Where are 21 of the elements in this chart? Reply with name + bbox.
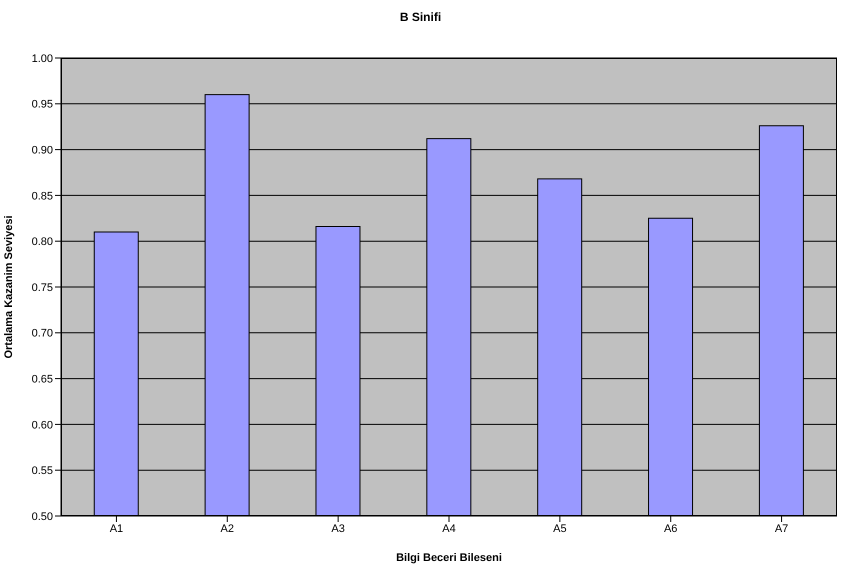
y-axis-title: Ortalama Kazanim Seviyesi <box>2 215 15 359</box>
x-tick-label: A3 <box>331 522 345 535</box>
y-tick-label: 1.00 <box>32 52 53 65</box>
y-tick-label: 0.90 <box>32 144 53 157</box>
x-tick-label: A2 <box>220 522 234 535</box>
chart-title: B Sinifi <box>398 10 442 24</box>
y-tick-label: 0.50 <box>32 510 53 523</box>
y-tick-label: 0.80 <box>32 236 53 248</box>
x-tick-label: A7 <box>774 522 788 535</box>
x-axis-title: Bilgi Beceri Bileseni <box>396 552 502 564</box>
y-tick-label: 0.65 <box>32 374 53 386</box>
y-tick-label: 0.85 <box>32 190 53 202</box>
y-tick-label: 0.95 <box>32 98 53 111</box>
y-tick-label: 0.75 <box>32 282 53 294</box>
x-tick-label: A5 <box>553 522 567 535</box>
x-tick-label: A6 <box>664 522 678 535</box>
y-tick-label: 0.70 <box>32 328 53 340</box>
x-tick-label: A4 <box>442 522 456 535</box>
y-tick-label: 0.60 <box>32 419 53 432</box>
y-tick-label: 0.55 <box>32 465 53 478</box>
x-tick-label: A1 <box>110 522 124 535</box>
